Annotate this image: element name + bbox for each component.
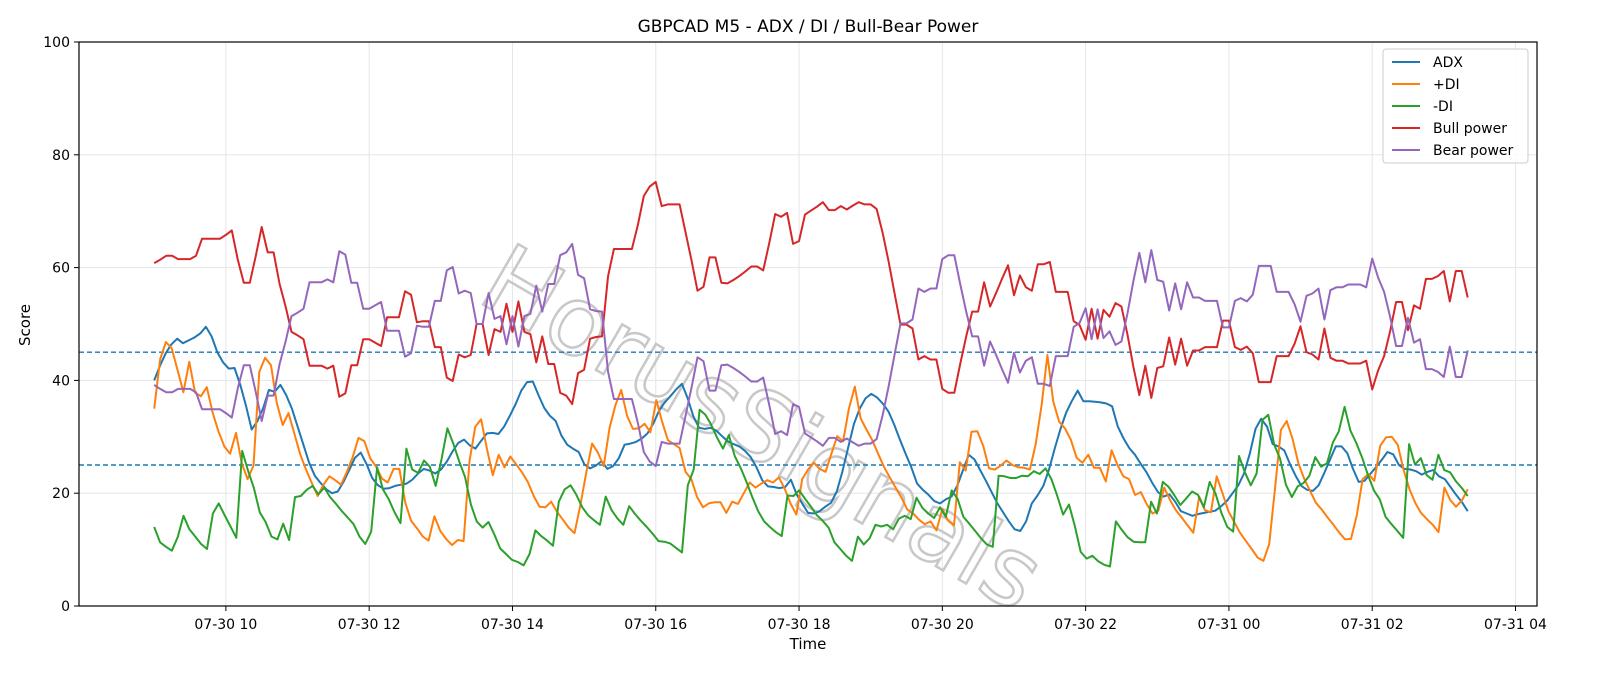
series-lines bbox=[153, 180, 1469, 568]
series-di bbox=[153, 341, 1469, 562]
y-axis-label: Score bbox=[16, 304, 34, 346]
x-tick-label: 07-31 02 bbox=[1341, 617, 1404, 633]
x-tick-label: 07-30 22 bbox=[1054, 617, 1117, 633]
x-tick-label: 07-31 00 bbox=[1197, 617, 1260, 633]
y-tick-label: 0 bbox=[61, 599, 70, 615]
y-tick-label: 80 bbox=[52, 148, 70, 164]
legend: ADX +DI -DI Bull power Bear power bbox=[1382, 48, 1529, 164]
y-tick-label: 60 bbox=[52, 261, 70, 277]
reference-lines bbox=[79, 351, 1537, 466]
plot-frame bbox=[78, 41, 1538, 607]
y-tick-label: 100 bbox=[43, 35, 70, 51]
y-tick-label: 40 bbox=[52, 373, 70, 389]
x-tick-label: 07-30 12 bbox=[338, 617, 401, 633]
legend-box bbox=[1382, 48, 1529, 164]
series-di bbox=[153, 405, 1469, 568]
legend-label: ADX bbox=[1433, 55, 1463, 71]
x-tick-label: 07-30 14 bbox=[481, 617, 544, 633]
legend-label: -DI bbox=[1433, 99, 1453, 115]
legend-label: +DI bbox=[1433, 77, 1460, 93]
series-bull-power bbox=[153, 180, 1469, 406]
series-adx bbox=[153, 325, 1469, 532]
legend-label: Bull power bbox=[1433, 121, 1507, 137]
x-axis-label: Time bbox=[789, 635, 827, 653]
chart-title: GBPCAD M5 - ADX / DI / Bull-Bear Power bbox=[638, 17, 979, 37]
x-tick-label: 07-30 18 bbox=[768, 617, 831, 633]
x-tick-label: 07-30 20 bbox=[911, 617, 974, 633]
x-tick-label: 07-31 04 bbox=[1484, 617, 1547, 633]
x-axis: 07-30 10 07-30 12 07-30 14 07-30 16 07-30 18… bbox=[194, 606, 1547, 633]
x-tick-label: 07-30 10 bbox=[194, 617, 257, 633]
legend-label: Bear power bbox=[1433, 143, 1514, 159]
y-axis: 0 20 40 60 80 100 bbox=[43, 35, 79, 615]
series-bear-power bbox=[153, 242, 1469, 468]
x-tick-label: 07-30 16 bbox=[624, 617, 687, 633]
y-tick-label: 20 bbox=[52, 486, 70, 502]
